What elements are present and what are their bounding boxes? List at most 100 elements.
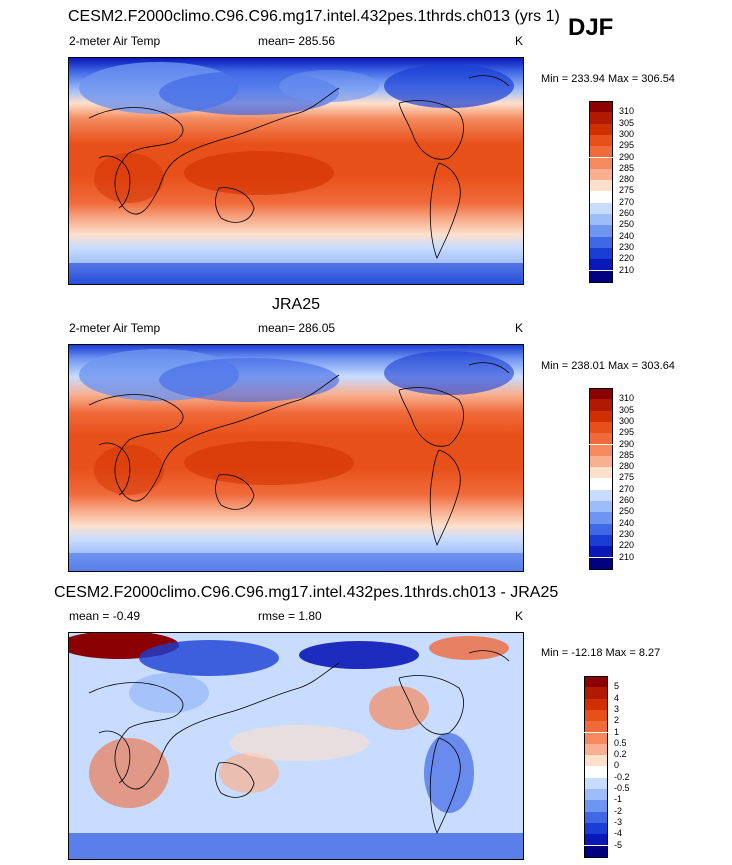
colorbar-swatch: [589, 455, 613, 468]
season-label: DJF: [568, 14, 614, 41]
colorbar-tick-label: -5: [614, 839, 623, 850]
colorbar-tick-label: -4: [614, 828, 623, 839]
panel-1-mean: mean= 285.56: [258, 34, 336, 48]
panel-1-min-max: Min = 233.94 Max = 306.54: [541, 73, 675, 85]
colorbar-tick-label: 220: [619, 253, 635, 264]
colorbar-swatch: [589, 259, 613, 271]
panel-3-units: K: [515, 609, 524, 623]
colorbar-swatch: [584, 789, 608, 801]
colorbar-swatch: [584, 822, 608, 835]
colorbar-swatch: [584, 834, 608, 846]
colorbar-swatch: [589, 467, 613, 479]
colorbar-tick-label: 230: [619, 241, 635, 252]
colorbar-tick-label: 280: [619, 174, 635, 185]
colorbar-swatch: [589, 489, 613, 501]
panel-2-map: [68, 344, 524, 572]
panel-3-title: CESM2.F2000climo.C96.C96.mg17.intel.432p…: [54, 584, 559, 601]
colorbar-tick-label: -0.2: [614, 771, 630, 782]
colorbar-swatch: [584, 777, 608, 789]
colorbar-swatch: [584, 732, 608, 744]
colorbar-tick-label: 290: [619, 151, 635, 162]
colorbar-tick-label: 1: [614, 726, 620, 737]
colorbar-tick-label: 260: [619, 208, 635, 218]
colorbar-tick-label: 285: [619, 162, 635, 173]
colorbar-tick-label: 220: [619, 540, 635, 551]
colorbar-tick-label: 275: [619, 472, 635, 483]
colorbar-swatch: [589, 433, 613, 445]
panel-3-min-max: Min = -12.18 Max = 8.27: [541, 647, 661, 659]
colorbar-swatch: [584, 766, 608, 778]
colorbar-tick-label: 300: [619, 415, 635, 426]
colorbar-swatch: [589, 146, 613, 158]
colorbar-swatch: [589, 421, 613, 434]
colorbar-tick-label: 230: [619, 528, 635, 539]
panel-3-map: [68, 632, 524, 860]
colorbar-swatch: [589, 444, 613, 456]
colorbar-tick-label: 305: [619, 117, 635, 128]
colorbar-tick-label: -3: [614, 816, 623, 827]
colorbar-tick-label: 2: [614, 715, 620, 726]
colorbar-tick-label: 3: [614, 703, 620, 714]
colorbar-tick-label: 275: [619, 185, 635, 196]
colorbar-swatch: [584, 800, 608, 812]
colorbar-swatch: [589, 134, 613, 147]
colorbar-swatch: [584, 676, 608, 689]
colorbar-swatch: [584, 811, 608, 823]
colorbar-swatch: [589, 512, 613, 524]
panel-1-title: CESM2.F2000climo.C96.C96.mg17.intel.432p…: [68, 8, 560, 25]
colorbar-tick-label: 290: [619, 438, 635, 449]
panel-1-field: [69, 58, 523, 284]
colorbar-swatch: [589, 225, 613, 237]
colorbar-swatch: [589, 534, 613, 547]
colorbar-tick-label: 300: [619, 128, 635, 139]
colorbar-tick-label: 0: [614, 760, 620, 771]
colorbar-tick-label: -2: [614, 805, 623, 816]
panel-2-field: [69, 345, 523, 571]
colorbar-swatch: [589, 501, 613, 513]
panel-1-units: K: [515, 34, 524, 48]
colorbar-swatch: [589, 202, 613, 214]
colorbar-tick-label: 285: [619, 449, 635, 460]
colorbar-tick-label: 310: [619, 106, 635, 117]
colorbar-tick-label: 295: [619, 140, 635, 151]
colorbar-swatch: [589, 180, 613, 192]
colorbar-swatch: [589, 270, 613, 283]
panel-3-mean: mean = -0.49: [69, 609, 141, 623]
colorbar-swatch: [589, 399, 613, 411]
colorbar-tick-label: 0.5: [614, 737, 627, 748]
colorbar-tick-label: 0.2: [614, 749, 627, 760]
colorbar-swatch: [589, 191, 613, 203]
colorbar-tick-label: 210: [619, 551, 635, 562]
colorbar-swatch: [584, 755, 608, 767]
colorbar-tick-label: 250: [619, 219, 635, 230]
panel-3-field: [69, 633, 523, 859]
colorbar-swatch: [589, 478, 613, 490]
colorbar-swatch: [589, 523, 613, 535]
colorbar-swatch: [589, 557, 613, 570]
colorbar-swatch: [589, 546, 613, 558]
colorbar-swatch: [584, 709, 608, 722]
colorbar-tick-label: 270: [619, 483, 635, 494]
colorbar-swatch: [589, 101, 613, 114]
colorbar-swatch: [584, 845, 608, 858]
colorbar-tick-label: 295: [619, 427, 635, 438]
panel-1-map: [68, 57, 524, 285]
colorbar-swatch: [584, 687, 608, 699]
colorbar-swatch: [589, 157, 613, 169]
colorbar-tick-label: -1: [614, 794, 623, 805]
panel-3-rmse: rmse = 1.80: [258, 609, 322, 623]
panel-2-min-max: Min = 238.01 Max = 303.64: [541, 360, 675, 372]
colorbar-tick-label: 270: [619, 196, 635, 207]
colorbar-swatch: [589, 214, 613, 226]
colorbar-swatch: [589, 247, 613, 260]
colorbar-tick-label: 5: [614, 681, 620, 692]
colorbar-tick-label: 280: [619, 461, 635, 472]
colorbar-swatch: [589, 410, 613, 422]
colorbar-swatch: [584, 743, 608, 756]
colorbar-tick-label: 210: [619, 264, 635, 275]
colorbar-tick-label: 260: [619, 495, 635, 505]
colorbar-tick-label: 310: [619, 393, 635, 404]
colorbar-swatch: [589, 388, 613, 401]
colorbar-tick-label: 250: [619, 506, 635, 517]
colorbar-tick-label: 240: [619, 517, 635, 528]
